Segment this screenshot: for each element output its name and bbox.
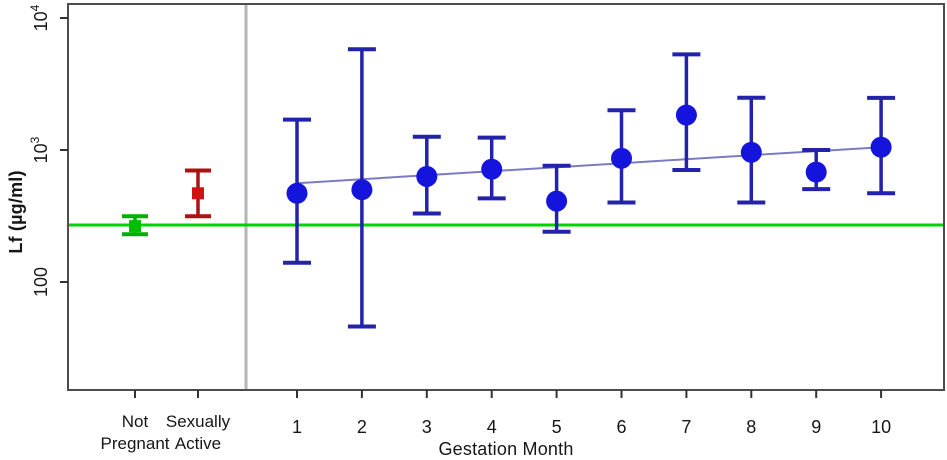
y-tick-base: 10 (31, 143, 51, 163)
month-tick-label: 1 (292, 417, 302, 437)
month-tick-label: 7 (681, 417, 691, 437)
month-9-marker-circle (805, 161, 827, 183)
month-tick-label: 9 (811, 417, 821, 437)
month-5-marker-circle (546, 190, 568, 212)
plot-frame (67, 3, 945, 391)
y-tick-label: 100 (31, 267, 51, 297)
group-0-marker-square (129, 220, 141, 233)
group-1-marker-square (192, 187, 204, 200)
y-axis-title: Lf (µg/ml) (6, 170, 26, 253)
month-1-marker-circle (286, 182, 308, 204)
month-7-marker-circle (675, 104, 697, 126)
month-6-marker-circle (611, 147, 632, 169)
month-10-marker-circle (870, 136, 892, 158)
x-axis-title: Gestation Month (438, 439, 573, 459)
month-4-marker-circle (481, 158, 503, 180)
y-tick-exponent: 3 (28, 136, 42, 143)
month-3-marker-circle (416, 165, 438, 187)
month-8-marker-circle (740, 141, 762, 163)
month-2-marker-circle (351, 179, 373, 201)
y-tick-base: 10 (31, 11, 51, 31)
month-tick-label: 10 (871, 417, 891, 437)
category-label-line: Pregnant (101, 434, 170, 453)
category-label-line: Sexually (166, 412, 231, 431)
y-tick-label: 103 (28, 136, 51, 163)
month-tick-label: 6 (616, 417, 626, 437)
month-tick-label: 5 (552, 417, 562, 437)
category-label-line: Active (175, 434, 221, 453)
y-tick-exponent: 4 (28, 4, 42, 11)
month-tick-label: 2 (357, 417, 367, 437)
y-tick-label: 104 (28, 4, 51, 31)
trend-line (296, 146, 882, 185)
month-tick-label: 4 (487, 417, 497, 437)
category-label-line: Not (122, 412, 149, 431)
month-tick-label: 3 (422, 417, 432, 437)
month-tick-label: 8 (746, 417, 756, 437)
